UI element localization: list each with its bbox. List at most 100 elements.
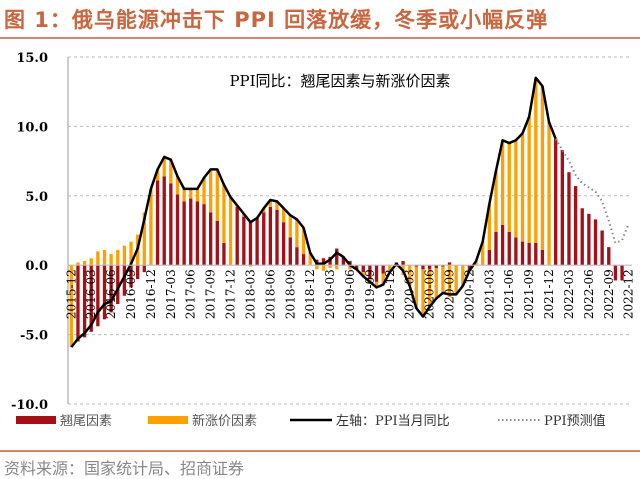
- bar-carry: [401, 261, 405, 266]
- bar-new: [308, 252, 312, 266]
- bar-carry: [540, 249, 545, 266]
- bar-carry: [116, 265, 120, 305]
- bar-new: [461, 265, 465, 287]
- bar-new: [155, 169, 160, 181]
- bar-carry: [467, 265, 472, 271]
- bar-new: [534, 77, 538, 243]
- x-tick-label: 2020-06: [423, 269, 437, 319]
- legend-swatch-new: [148, 416, 188, 424]
- bar-new: [374, 281, 379, 288]
- x-tick-label: 2022-06: [582, 269, 596, 319]
- ppi-chart: 15.0 10.0 5.0 0.0 -5.0 -10.0 2015-12 2016-03 201…: [11, 51, 636, 429]
- bar-new: [421, 269, 425, 317]
- source-divider: [0, 450, 640, 452]
- bar-new: [315, 265, 319, 270]
- legend-swatch-carry: [16, 416, 56, 424]
- bar-new: [149, 188, 153, 266]
- bar-carry: [374, 265, 379, 282]
- x-tick-label: 2020-03: [403, 269, 417, 319]
- x-tick-label: 2017-03: [164, 269, 178, 319]
- bar-new: [441, 266, 445, 293]
- forecast-line: [554, 138, 630, 245]
- bar-carry: [222, 242, 226, 266]
- bar-new: [295, 219, 299, 248]
- bar-new: [540, 86, 545, 250]
- bar-carry: [580, 208, 584, 266]
- bar-carry: [96, 265, 100, 327]
- bar-carry: [348, 261, 352, 266]
- bar-carry: [155, 180, 160, 266]
- bar-carry: [354, 265, 359, 270]
- bar-new: [209, 169, 213, 213]
- bar-carry: [554, 138, 558, 266]
- legend-label-ppi: 左轴：PPI当月同比: [336, 414, 450, 429]
- bar-new: [116, 249, 120, 266]
- x-tick-label: 2018-12: [303, 269, 317, 319]
- bar-new: [434, 267, 438, 299]
- bar-carry: [381, 265, 385, 274]
- source-note: 资料来源：国家统计局、招商证券: [4, 459, 245, 478]
- ppi-line: [70, 76, 557, 348]
- bar-new: [189, 188, 193, 199]
- bar-carry: [341, 256, 346, 266]
- bar-carry: [421, 265, 425, 270]
- bar-new: [228, 197, 233, 266]
- x-tick-label: 2019-12: [383, 269, 397, 319]
- bar-carry: [600, 230, 604, 266]
- bar-carry: [620, 265, 624, 281]
- bar-carry: [534, 242, 538, 266]
- bar-new: [102, 249, 107, 266]
- x-tick-label: 2022-03: [562, 269, 576, 319]
- bar-carry: [500, 224, 505, 266]
- bar-new: [520, 133, 525, 242]
- bar-carry: [209, 212, 213, 266]
- bar-carry: [182, 201, 186, 266]
- bar-carry: [136, 265, 140, 280]
- bar-carry: [76, 265, 80, 342]
- bar-new: [394, 265, 399, 267]
- bar-carry: [142, 265, 146, 273]
- bar-new: [96, 251, 100, 266]
- bar-new: [454, 265, 458, 295]
- bar-new: [215, 169, 219, 221]
- bar-new: [321, 265, 326, 271]
- bar-carry: [189, 198, 193, 266]
- bar-carry: [235, 206, 239, 266]
- x-tick-label: 2016-12: [144, 269, 158, 319]
- x-tick-label: 2016-06: [104, 269, 118, 319]
- x-tick-label: 2020-09: [443, 269, 457, 319]
- bar-new: [288, 215, 292, 238]
- bar-new: [527, 116, 531, 243]
- x-tick-label: 2015-12: [64, 269, 78, 319]
- bar-carry: [361, 265, 365, 273]
- bar-new: [82, 261, 87, 266]
- bar-carry: [109, 265, 113, 313]
- bar-carry: [514, 237, 518, 266]
- bar-carry: [122, 265, 127, 296]
- bar-carry: [255, 218, 259, 266]
- x-tick-label: 2016-03: [84, 269, 98, 319]
- bar-carry: [593, 219, 598, 266]
- bar-new: [447, 265, 452, 298]
- y-tick-label: 15.0: [16, 51, 48, 66]
- bar-new: [500, 140, 505, 225]
- bar-new: [202, 177, 206, 205]
- bar-carry: [441, 265, 445, 267]
- bar-carry: [434, 265, 438, 268]
- legend-label-carry: 翘尾因素: [60, 414, 112, 429]
- bar-carry: [368, 265, 372, 280]
- bar-new: [328, 265, 332, 268]
- bar-carry: [587, 213, 591, 266]
- bar-carry: [447, 262, 452, 266]
- bar-carry: [487, 249, 491, 266]
- bar-new: [281, 208, 286, 223]
- bar-carry: [288, 237, 292, 266]
- bar-new: [248, 265, 253, 267]
- x-tick-label: 2017-09: [204, 269, 218, 319]
- bar-carry: [427, 265, 432, 270]
- x-tick-label: 2019-03: [323, 269, 337, 319]
- y-tick-label: -10.0: [11, 398, 48, 413]
- x-tick-label: 2021-12: [542, 269, 556, 319]
- bar-new: [487, 204, 491, 250]
- bar-carry: [129, 265, 133, 288]
